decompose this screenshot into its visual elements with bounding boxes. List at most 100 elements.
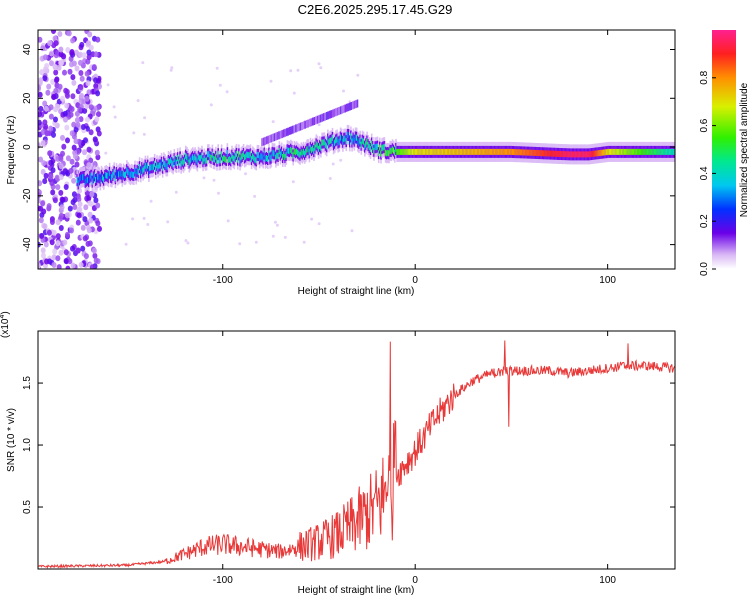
- noise-speckle: [225, 90, 229, 94]
- noise-speckle: [65, 92, 70, 99]
- ridge-core: [653, 148, 656, 155]
- ridge-core: [99, 177, 102, 184]
- ridge-core: [190, 155, 193, 162]
- ridge-core: [554, 150, 557, 157]
- ridge-core: [614, 148, 617, 155]
- ridge-core: [172, 161, 174, 168]
- noise-speckle: [132, 131, 136, 135]
- ridge-core: [375, 144, 378, 151]
- noise-speckle: [95, 36, 101, 43]
- noise-speckle: [41, 160, 47, 167]
- ridge-core: [585, 151, 588, 158]
- snr-y-axis-label: SNR (10 * v/v): [6, 408, 17, 472]
- ridge-core: [359, 137, 361, 144]
- noise-speckle: [40, 200, 46, 207]
- upper-branch: [309, 118, 311, 127]
- ridge-core: [113, 169, 115, 176]
- noise-speckle: [87, 200, 93, 207]
- noise-speckle: [212, 178, 216, 182]
- ridge-core: [509, 148, 512, 155]
- ridge-core: [261, 153, 263, 160]
- y-tick-label: -20: [22, 188, 33, 203]
- upper-branch: [313, 117, 316, 125]
- ridge-core: [381, 145, 383, 152]
- ridge-core: [405, 148, 408, 155]
- noise-speckle: [97, 225, 102, 232]
- noise-speckle: [271, 234, 275, 238]
- ridge-core: [633, 148, 635, 155]
- noise-speckle: [289, 69, 293, 73]
- ridge-core: [603, 149, 605, 156]
- noise-speckle: [38, 91, 43, 98]
- noise-speckle: [72, 196, 78, 203]
- ridge-core: [613, 148, 615, 155]
- noise-speckle: [43, 172, 49, 179]
- y-tick-label: 20: [22, 92, 33, 104]
- noise-speckle: [49, 219, 55, 225]
- ridge-core: [401, 148, 403, 155]
- ridge-core: [134, 167, 136, 174]
- noise-speckle: [39, 69, 45, 76]
- noise-speckle: [63, 184, 69, 190]
- noise-speckle: [80, 124, 86, 130]
- ridge-core: [597, 150, 599, 157]
- ridge-core: [644, 148, 647, 155]
- x-tick-label: 100: [599, 275, 616, 286]
- ridge-core: [574, 151, 576, 158]
- ridge-core: [447, 148, 449, 155]
- ridge-core: [493, 148, 495, 155]
- ridge-core: [474, 148, 477, 155]
- ridge-core: [470, 148, 472, 155]
- noise-speckle: [186, 241, 190, 245]
- ridge-core: [413, 148, 416, 155]
- ridge-core: [240, 154, 243, 161]
- ridge-core: [577, 151, 580, 158]
- ridge-core: [570, 151, 573, 158]
- upper-branch: [312, 117, 314, 126]
- ridge-core: [329, 138, 331, 144]
- noise-speckle: [55, 233, 61, 240]
- ridge-core: [599, 150, 602, 156]
- upper-branch: [287, 127, 289, 136]
- ridge-core: [202, 158, 204, 165]
- noise-speckle: [38, 156, 44, 163]
- noise-speckle: [38, 105, 44, 112]
- ridge-core: [171, 159, 173, 166]
- ridge-core: [437, 148, 440, 155]
- ridge-core: [384, 149, 387, 156]
- ridge-core: [419, 148, 421, 155]
- ridge-core: [528, 149, 530, 156]
- ridge-core: [522, 149, 524, 156]
- noise-speckle: [48, 173, 54, 180]
- noise-speckle: [93, 77, 99, 84]
- noise-speckle: [52, 197, 58, 204]
- ridge-core: [566, 151, 568, 158]
- ridge-core: [223, 155, 225, 161]
- ridge-core: [638, 148, 641, 155]
- ridge-core: [242, 151, 245, 157]
- spectrogram-y-axis-label: Frequency (Hz): [6, 116, 17, 185]
- upper-branch: [267, 135, 269, 144]
- ridge-core: [78, 176, 81, 183]
- ridge-core: [211, 151, 214, 158]
- ridge-core: [90, 172, 92, 179]
- ridge-core: [125, 171, 127, 178]
- ridge-core: [443, 148, 446, 155]
- ridge-core: [313, 148, 315, 154]
- ridge-core: [366, 138, 368, 145]
- ridge-core: [187, 156, 189, 162]
- noise-speckle: [136, 99, 140, 103]
- noise-speckle: [88, 129, 94, 136]
- ridge-core: [174, 159, 177, 166]
- ridge-core: [369, 146, 372, 152]
- noise-speckle: [86, 40, 91, 47]
- ridge-core: [77, 180, 80, 187]
- ridge-core: [164, 161, 166, 168]
- noise-speckle: [49, 60, 54, 67]
- y-tick-label: -40: [22, 237, 33, 252]
- ridge-core: [442, 148, 445, 155]
- upper-branch: [345, 103, 348, 112]
- ridge-core: [661, 148, 664, 155]
- noise-speckle: [47, 40, 53, 47]
- noise-speckle: [218, 83, 222, 87]
